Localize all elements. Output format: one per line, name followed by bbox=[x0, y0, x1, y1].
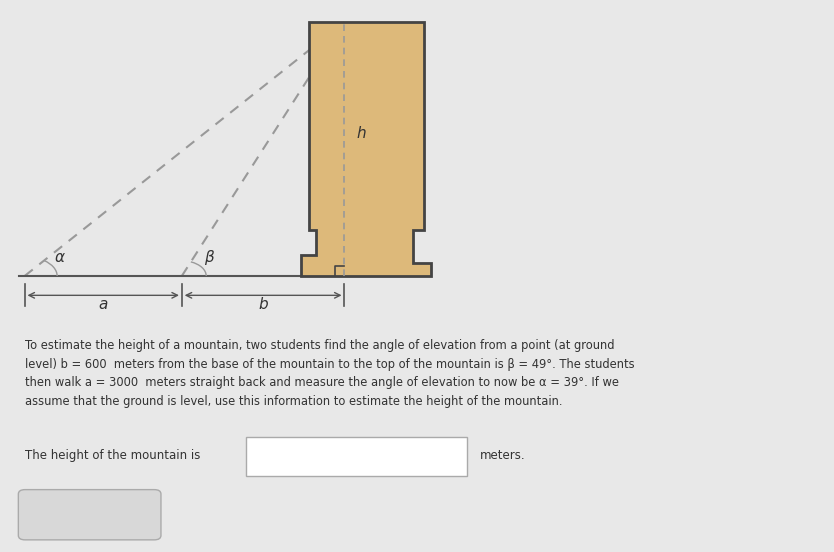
Text: meters.: meters. bbox=[480, 449, 525, 462]
Polygon shape bbox=[301, 22, 431, 276]
FancyBboxPatch shape bbox=[246, 437, 467, 476]
FancyBboxPatch shape bbox=[18, 490, 161, 540]
Text: b: b bbox=[259, 297, 268, 312]
Text: a: a bbox=[98, 297, 108, 312]
Text: The height of the mountain is: The height of the mountain is bbox=[25, 449, 200, 462]
Text: To estimate the height of a mountain, two students find the angle of elevation f: To estimate the height of a mountain, tw… bbox=[25, 339, 635, 408]
Text: h: h bbox=[356, 126, 366, 141]
Text: > Next Question: > Next Question bbox=[41, 508, 138, 521]
Text: β: β bbox=[204, 250, 214, 265]
Text: α: α bbox=[55, 250, 65, 265]
